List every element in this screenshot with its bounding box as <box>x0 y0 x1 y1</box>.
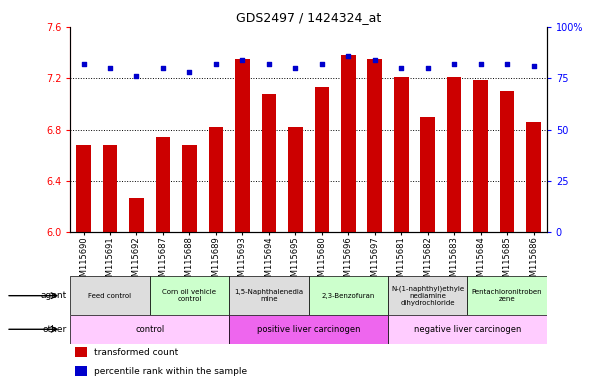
Bar <box>500 91 514 232</box>
Bar <box>262 94 276 232</box>
Bar <box>229 315 388 344</box>
Text: percentile rank within the sample: percentile rank within the sample <box>94 367 247 376</box>
Point <box>370 57 379 63</box>
Point <box>105 65 115 71</box>
Point <box>211 61 221 67</box>
Bar <box>447 77 461 232</box>
Bar <box>235 59 250 232</box>
Point <box>449 61 459 67</box>
Text: transformed count: transformed count <box>94 348 178 357</box>
Text: other: other <box>43 325 67 334</box>
Text: N-(1-naphthyl)ethyle
nediamine
dihydrochloride: N-(1-naphthyl)ethyle nediamine dihydroch… <box>391 285 464 306</box>
Bar <box>526 122 541 232</box>
Text: control: control <box>135 325 164 334</box>
Point <box>185 69 194 75</box>
Text: positive liver carcinogen: positive liver carcinogen <box>257 325 360 334</box>
Bar <box>129 198 144 232</box>
Text: GDS2497 / 1424324_at: GDS2497 / 1424324_at <box>236 12 381 25</box>
Text: 1,5-Naphthalenedia
mine: 1,5-Naphthalenedia mine <box>234 289 304 302</box>
Bar <box>182 145 197 232</box>
Bar <box>315 87 329 232</box>
Bar <box>70 315 229 344</box>
Text: Corn oil vehicle
control: Corn oil vehicle control <box>163 289 216 302</box>
Text: Pentachloronitroben
zene: Pentachloronitroben zene <box>472 289 543 302</box>
Bar <box>70 276 150 315</box>
Text: Feed control: Feed control <box>89 293 131 299</box>
Point <box>343 53 353 59</box>
Bar <box>388 315 547 344</box>
Bar <box>75 366 87 376</box>
Bar <box>156 137 170 232</box>
Point <box>131 73 141 79</box>
Bar <box>420 117 435 232</box>
Text: negative liver carcinogen: negative liver carcinogen <box>414 325 521 334</box>
Bar <box>288 127 302 232</box>
Bar <box>150 276 229 315</box>
Text: agent: agent <box>41 291 67 300</box>
Bar <box>467 276 547 315</box>
Point <box>317 61 327 67</box>
Bar <box>394 77 409 232</box>
Bar <box>367 59 382 232</box>
Bar <box>75 347 87 357</box>
Bar <box>229 276 309 315</box>
Point <box>79 61 89 67</box>
Bar <box>474 79 488 232</box>
Bar <box>103 145 117 232</box>
Bar <box>341 55 356 232</box>
Point <box>290 65 300 71</box>
Bar <box>76 145 91 232</box>
Bar <box>388 276 467 315</box>
Point <box>264 61 274 67</box>
Text: 2,3-Benzofuran: 2,3-Benzofuran <box>321 293 375 299</box>
Point <box>238 57 247 63</box>
Point <box>502 61 512 67</box>
Bar <box>208 127 223 232</box>
Point <box>476 61 486 67</box>
Point <box>423 65 433 71</box>
Point <box>397 65 406 71</box>
Point <box>158 65 168 71</box>
Bar <box>309 276 388 315</box>
Point <box>529 63 538 69</box>
